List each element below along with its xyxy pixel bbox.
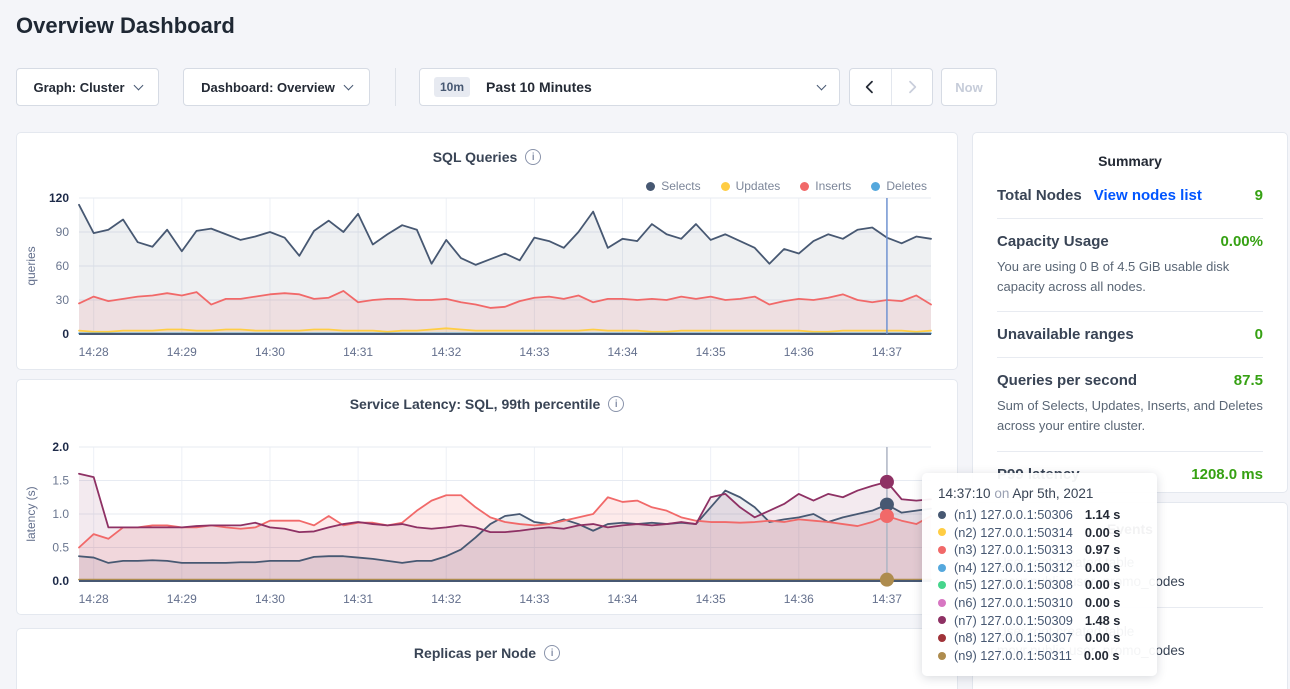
svg-text:14:37: 14:37 [872,592,902,606]
svg-text:0.5: 0.5 [52,541,69,555]
graph-dropdown-label: Graph: Cluster [33,79,125,95]
event-item: User root created table movr.public.user… [997,539,1263,608]
svg-text:14:35: 14:35 [696,592,726,606]
svg-text:queries: queries [24,246,38,285]
graph-dropdown[interactable]: Graph: Cluster [16,68,159,106]
svg-text:120: 120 [49,193,69,205]
svg-text:1.0: 1.0 [52,507,69,521]
svg-text:14:35: 14:35 [696,345,726,359]
replicas-per-node-title: Replicas per Node [413,645,537,661]
svg-text:60: 60 [56,259,70,273]
svg-text:14:36: 14:36 [784,592,814,606]
svg-text:14:32: 14:32 [431,345,461,359]
svg-text:14:30: 14:30 [255,345,285,359]
legend-label: Deletes [886,179,927,193]
svg-text:14:30: 14:30 [255,592,285,606]
legend-item-deletes[interactable]: Deletes [871,179,927,193]
svg-text:14:36: 14:36 [784,345,814,359]
svg-text:latency (s): latency (s) [24,486,38,541]
chevron-right-icon [909,80,917,94]
capacity-usage-value: 0.00% [1220,233,1263,250]
svg-text:2.0: 2.0 [52,442,69,454]
summary-row-capacity: Capacity Usage 0.00% You are using 0 B o… [997,219,1263,313]
legend-label: Updates [735,179,781,193]
svg-text:14:34: 14:34 [608,345,638,359]
time-forward-button[interactable] [890,69,932,105]
sql-queries-legend: Selects Updates Inserts Deletes [646,179,927,193]
chevron-down-icon [343,80,354,90]
legend-dot [646,181,656,191]
capacity-usage-desc: You are using 0 B of 4.5 GiB usable disk… [997,259,1230,295]
replicas-per-node-panel: Replicas per Node i [16,628,958,689]
service-latency-panel: Service Latency: SQL, 99th percentile i … [16,379,958,615]
p99-latency-label: P99 latency [997,465,1080,483]
summary-row-total-nodes: Total Nodes View nodes list 9 [997,173,1263,219]
now-button[interactable]: Now [941,68,997,106]
qps-desc: Sum of Selects, Updates, Inserts, and De… [997,398,1263,434]
info-icon[interactable]: i [544,645,561,661]
dashboard-dropdown-label: Dashboard: Overview [201,79,335,95]
time-nav-group [849,68,933,106]
total-nodes-value: 9 [1254,187,1263,204]
p99-latency-value: 1208.0 ms [1191,465,1263,483]
svg-text:14:34: 14:34 [608,592,638,606]
svg-text:90: 90 [56,225,70,239]
total-nodes-label: Total Nodes [997,187,1082,204]
legend-item-updates[interactable]: Updates [720,179,781,193]
svg-text:14:28: 14:28 [79,592,109,606]
qps-label: Queries per second [997,372,1138,390]
unavailable-ranges-label: Unavailable ranges [997,326,1134,344]
svg-text:14:29: 14:29 [167,345,197,359]
svg-text:14:29: 14:29 [167,592,197,606]
svg-text:30: 30 [56,293,70,307]
summary-row-p99: P99 latency 1208.0 ms [997,452,1263,497]
events-list: User root created table movr.public.user… [973,539,1287,676]
summary-row-qps: Queries per second 87.5 Sum of Selects, … [997,358,1263,452]
chevron-down-icon [133,80,143,90]
events-title: Events [1107,521,1153,537]
sql-queries-title: SQL Queries [432,149,518,165]
capacity-usage-label: Capacity Usage [997,233,1109,250]
legend-label: Selects [661,179,701,193]
time-back-button[interactable] [850,69,891,105]
chevron-down-icon [816,80,827,90]
page-title: Overview Dashboard [16,13,235,38]
svg-text:14:33: 14:33 [519,345,549,359]
unavailable-ranges-value: 0 [1254,326,1263,344]
event-item: User root created table movr.public.user… [997,624,1185,658]
service-latency-chart[interactable]: 14:28 14:29 14:30 14:31 14:32 14:33 14:34 14:35… [17,440,959,625]
info-icon[interactable]: i [608,396,625,412]
summary-row-unavailable: Unavailable ranges 0 [997,312,1263,359]
svg-text:14:32: 14:32 [431,592,461,606]
time-range-dropdown[interactable]: 10m Past 10 Minutes [419,68,840,106]
time-range-badge: 10m [434,77,471,97]
svg-text:14:31: 14:31 [343,592,373,606]
svg-text:14:31: 14:31 [343,345,373,359]
events-panel: Events User root created table movr.publ… [972,502,1288,689]
svg-text:14:37: 14:37 [872,345,902,359]
svg-text:14:33: 14:33 [519,592,549,606]
legend-dot [871,181,881,191]
service-latency-title: Service Latency: SQL, 99th percentile [349,396,601,412]
summary-title: Summary [1098,153,1162,169]
svg-text:0: 0 [62,327,69,341]
legend-dot [800,181,810,191]
info-icon[interactable]: i [525,149,542,165]
legend-dot [720,181,730,191]
view-nodes-list-link[interactable]: View nodes list [1093,187,1202,204]
summary-panel: Summary Total Nodes View nodes list 9 Ca… [972,132,1288,493]
sql-queries-panel: SQL Queries i Selects Updates Inserts Delet… [16,132,958,370]
sql-queries-chart[interactable]: 14:28 14:29 14:30 14:31 14:32 14:33 14:34 14:35… [17,191,959,376]
toolbar-divider [395,68,396,106]
legend-item-selects[interactable]: Selects [646,179,701,193]
chevron-left-icon [866,80,874,94]
legend-item-inserts[interactable]: Inserts [800,179,851,193]
dashboard-dropdown[interactable]: Dashboard: Overview [183,68,370,106]
legend-label: Inserts [815,179,852,193]
svg-text:0.0: 0.0 [52,574,69,588]
time-range-label: Past 10 Minutes [486,79,592,95]
qps-value: 87.5 [1233,372,1263,390]
svg-text:1.5: 1.5 [52,474,69,488]
svg-text:14:28: 14:28 [79,345,109,359]
